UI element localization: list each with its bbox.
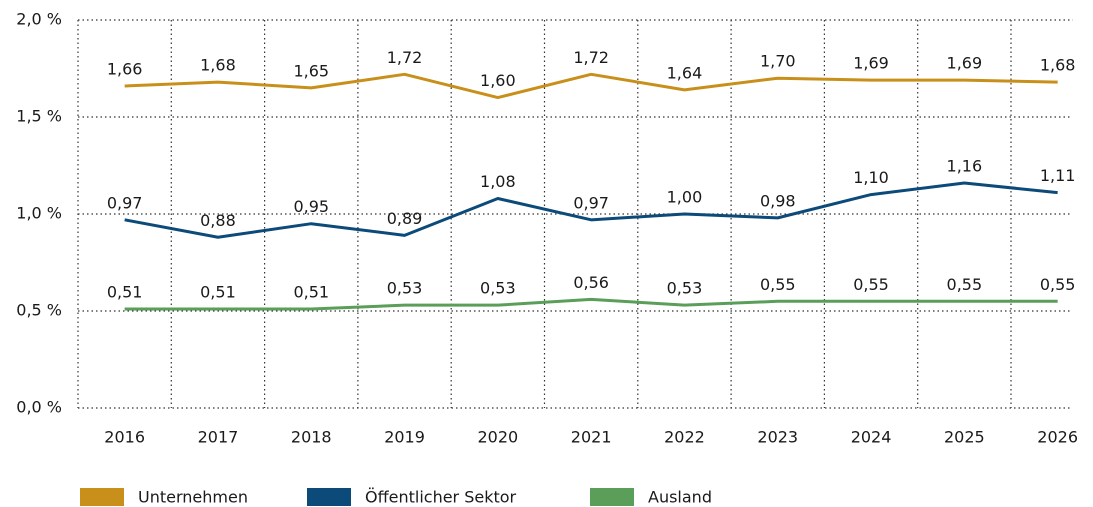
data-label: 0,53 <box>480 279 516 298</box>
data-label: 1,11 <box>1040 166 1076 185</box>
data-label: 0,98 <box>760 191 796 210</box>
data-label: 0,53 <box>387 279 423 298</box>
data-label: 0,51 <box>200 283 236 302</box>
data-label: 0,97 <box>107 193 143 212</box>
legend-swatch <box>590 488 634 506</box>
series-line <box>124 181 1058 239</box>
data-label: 0,88 <box>200 211 236 230</box>
data-label: 1,69 <box>853 54 889 73</box>
series-line <box>124 297 1058 311</box>
data-label: 0,97 <box>573 193 609 212</box>
y-tick-label: 1,0 % <box>16 204 62 223</box>
x-tick-label: 2020 <box>477 428 518 447</box>
data-label: 1,72 <box>573 48 609 67</box>
data-label: 0,55 <box>760 275 796 294</box>
data-label: 0,56 <box>573 273 609 292</box>
x-tick-label: 2024 <box>851 428 892 447</box>
data-label: 1,64 <box>667 63 703 82</box>
data-label: 1,00 <box>667 188 703 207</box>
data-label: 0,51 <box>107 283 143 302</box>
legend-swatch <box>307 488 351 506</box>
data-label: 0,55 <box>1040 275 1076 294</box>
data-label: 0,95 <box>293 197 329 216</box>
data-label: 0,55 <box>853 275 889 294</box>
y-tick-label: 2,0 % <box>16 10 62 29</box>
legend-label: Ausland <box>648 488 712 507</box>
data-label: 1,68 <box>1040 56 1076 75</box>
x-tick-label: 2018 <box>291 428 332 447</box>
data-label: 1,08 <box>480 172 516 191</box>
x-tick-label: 2022 <box>664 428 705 447</box>
legend-swatch <box>80 488 124 506</box>
data-label: 1,16 <box>947 156 983 175</box>
x-tick-label: 2023 <box>757 428 798 447</box>
legend-label: Unternehmen <box>138 488 248 507</box>
x-tick-label: 2016 <box>104 428 145 447</box>
data-label: 0,51 <box>293 283 329 302</box>
data-label: 0,55 <box>947 275 983 294</box>
data-label: 1,68 <box>200 56 236 75</box>
series-line <box>124 72 1058 100</box>
x-tick-label: 2017 <box>198 428 239 447</box>
y-tick-label: 1,5 % <box>16 107 62 126</box>
data-label: 1,72 <box>387 48 423 67</box>
data-label: 0,53 <box>667 279 703 298</box>
data-label: 1,70 <box>760 52 796 71</box>
data-label: 1,60 <box>480 71 516 90</box>
x-tick-label: 2025 <box>944 428 985 447</box>
x-tick-label: 2026 <box>1037 428 1078 447</box>
data-label: 1,10 <box>853 168 889 187</box>
y-tick-label: 0,5 % <box>16 301 62 320</box>
data-label: 1,66 <box>107 59 143 78</box>
data-label: 0,89 <box>387 209 423 228</box>
y-tick-label: 0,0 % <box>16 398 62 417</box>
x-tick-label: 2019 <box>384 428 425 447</box>
x-tick-label: 2021 <box>571 428 612 447</box>
data-label: 1,69 <box>947 54 983 73</box>
legend-label: Öffentlicher Sektor <box>365 488 517 507</box>
data-label: 1,65 <box>293 61 329 80</box>
